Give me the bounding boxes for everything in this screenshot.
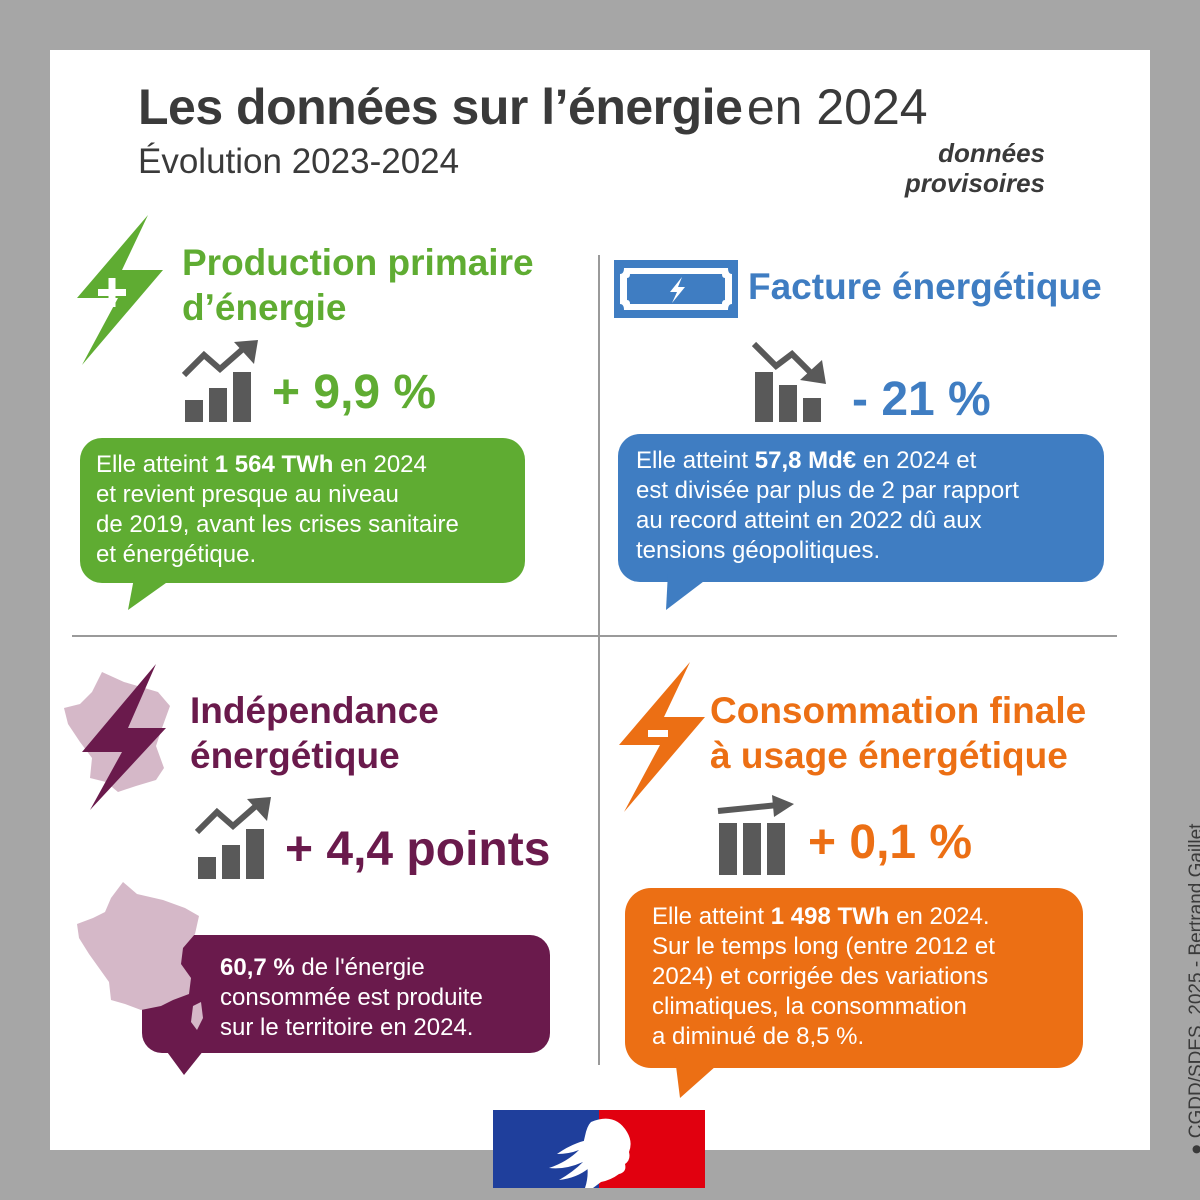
page-subtitle: Évolution 2023-2024 (138, 142, 460, 181)
production-text-bold: 1 564 TWh (214, 451, 334, 478)
consommation-text-line: a diminué de 8,5 %. (652, 1023, 865, 1050)
production-heading-line2: d’énergie (182, 287, 347, 328)
independance-heading-line1: Indépendance (190, 690, 439, 731)
independance-text-line: sur le territoire en 2024. (220, 1014, 474, 1041)
facture-stat: - 21 % (852, 373, 991, 426)
facture-text-suffix: en 2024 et (862, 447, 977, 474)
facture-text: Elle atteint 57,8 Md€ en 2024 et est div… (636, 446, 1096, 566)
facture-heading: Facture énergétique (748, 266, 1102, 307)
chart-down-icon (752, 341, 826, 422)
consommation-heading: Consommation finale à usage énergétique (710, 688, 1086, 778)
facture-text-bold: 57,8 Md€ (754, 447, 857, 474)
consommation-text-line: 2024) et corrigée des variations (652, 963, 989, 990)
france-map-icon (77, 882, 203, 1030)
consommation-text-line: Sur le temps long (entre 2012 et (652, 933, 995, 960)
facture-bubble (618, 434, 1104, 610)
production-text-line: de 2019, avant les crises sanitaire (96, 511, 459, 538)
production-text: Elle atteint 1 564 TWh en 2024 et revien… (96, 450, 516, 570)
consommation-text-suffix: en 2024. (896, 903, 990, 930)
chart-flat-icon (717, 795, 794, 875)
lightning-plus-icon (77, 215, 163, 365)
consommation-stat: + 0,1 % (808, 816, 973, 869)
chart-up-icon (182, 340, 258, 422)
consommation-heading-line1: Consommation finale (710, 690, 1087, 731)
horizontal-divider (72, 635, 1117, 637)
independance-text: 60,7 % de l'énergie consommée est produi… (220, 953, 550, 1043)
independance-heading: Indépendance énergétique (190, 688, 439, 778)
independance-heading-line2: énergétique (190, 735, 400, 776)
consommation-text-prefix: Elle atteint (652, 903, 765, 930)
production-text-line: et revient presque au niveau (96, 481, 399, 508)
consommation-text-line: climatiques, la consommation (652, 993, 967, 1020)
credit-label: ● CGDD/SDES, 2025 - Bertrand Gaillet (1158, 780, 1200, 1160)
title-light: en 2024 (746, 79, 928, 135)
production-text-suffix: en 2024 (340, 451, 427, 478)
page-title: Les données sur l’énergie en 2024 (138, 78, 928, 136)
production-stat: + 9,9 % (272, 366, 437, 419)
production-text-prefix: Elle atteint (96, 451, 209, 478)
production-text-line: et énergétique. (96, 541, 257, 568)
facture-text-line: au record atteint en 2022 dû aux (636, 507, 982, 534)
title-bold: Les données sur l’énergie (138, 79, 743, 135)
independance-stat: + 4,4 points (285, 823, 551, 876)
independance-text-bold: 60,7 % (220, 954, 295, 981)
independance-text-suffix: de l'énergie (301, 954, 425, 981)
marianne-logo (493, 1110, 705, 1188)
facture-text-line: est divisée par plus de 2 par rapport (636, 477, 1019, 504)
production-heading: Production primaire d’énergie (182, 240, 534, 330)
consommation-text: Elle atteint 1 498 TWh en 2024. Sur le t… (652, 902, 1072, 1052)
credit-text: ● CGDD/SDES, 2025 - Bertrand Gaillet (1186, 823, 1200, 1155)
production-heading-line1: Production primaire (182, 242, 534, 283)
independance-text-line: consommée est produite (220, 984, 483, 1011)
provisional-line2: provisoires (904, 168, 1045, 198)
lightning-minus-icon (619, 662, 705, 812)
consommation-heading-line2: à usage énergétique (710, 735, 1068, 776)
provisional-line1: données (938, 138, 1045, 168)
chart-up-icon (195, 797, 271, 879)
france-lightning-icon (64, 664, 170, 810)
production-bubble (80, 438, 525, 610)
provisional-note: données provisoires (840, 138, 1045, 198)
bill-lightning-icon (614, 260, 738, 318)
facture-text-prefix: Elle atteint (636, 447, 749, 474)
independance-bubble (142, 935, 550, 1075)
consommation-bubble (625, 888, 1083, 1098)
consommation-text-bold: 1 498 TWh (770, 903, 890, 930)
vertical-divider (598, 255, 600, 1065)
facture-text-line: tensions géopolitiques. (636, 537, 881, 564)
